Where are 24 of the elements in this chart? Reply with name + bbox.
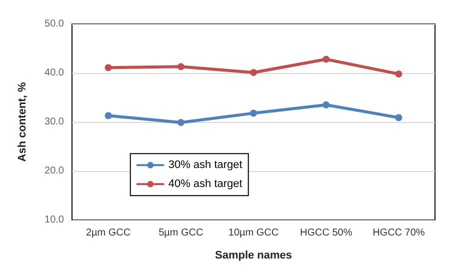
x-tick-label: 5µm GCC <box>158 228 204 238</box>
legend-label: 40% ash target <box>168 178 242 190</box>
x-axis-title: Sample names <box>214 250 292 262</box>
y-tick-label: 20.0 <box>44 166 64 176</box>
point <box>250 110 257 117</box>
y-tick-label: 10.0 <box>44 214 64 226</box>
point <box>395 70 402 78</box>
point <box>395 114 402 122</box>
y-tick-label: 50.0 <box>44 18 64 30</box>
point <box>104 64 112 72</box>
point <box>322 56 330 63</box>
y-axis-title: Ash content, % <box>16 82 28 162</box>
point <box>250 69 257 76</box>
legend-label: 30% ash target <box>168 159 242 172</box>
y-tick-label: 30.0 <box>44 116 64 128</box>
point <box>322 101 330 108</box>
point <box>177 118 184 126</box>
y-tick-label: 40.0 <box>44 68 64 78</box>
x-tick-label: 10µm GCC <box>228 228 279 238</box>
x-tick-label: 2µm GCC <box>86 228 131 238</box>
point <box>104 112 112 120</box>
x-tick-label: HGCC 70% <box>372 228 425 238</box>
x-tick-label: HGCC 50% <box>300 228 352 238</box>
point <box>177 63 184 70</box>
